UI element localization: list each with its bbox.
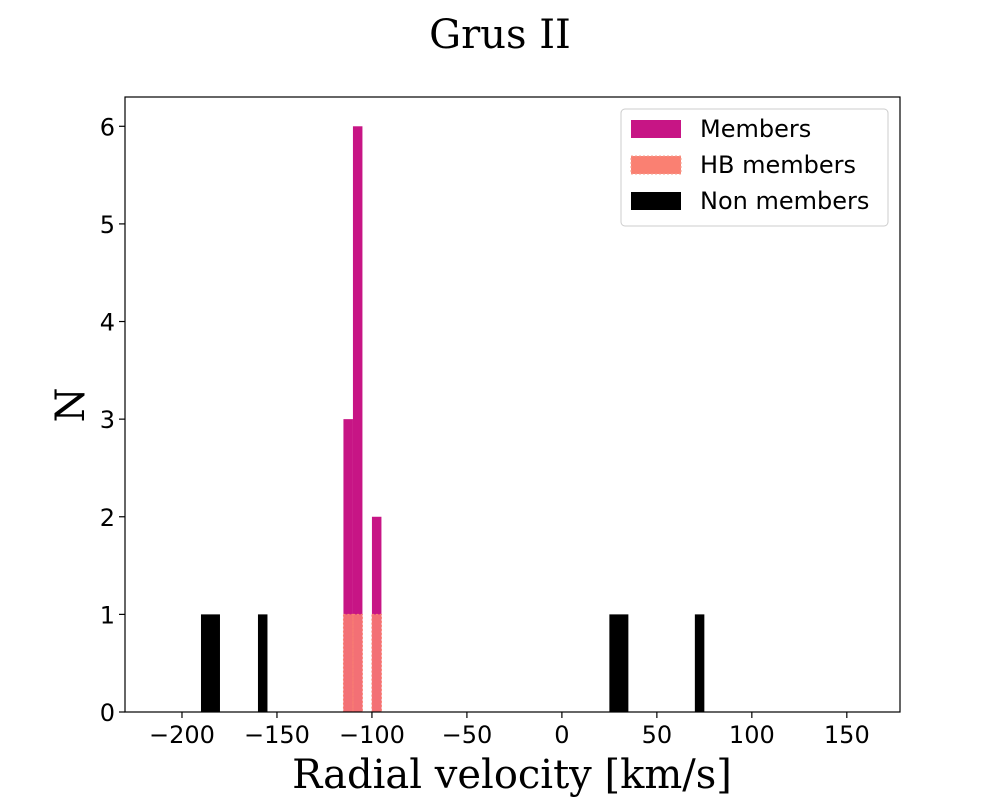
x-tick-label-1: −150 — [244, 721, 310, 749]
legend-label-hb-members: HB members — [700, 151, 856, 179]
bar-non-members-1 — [257, 614, 268, 712]
legend-swatch-non-members — [631, 192, 681, 210]
y-tick-label-0: 0 — [100, 699, 115, 727]
legend-label-members: Members — [700, 115, 811, 143]
x-tick-label-5: 50 — [642, 721, 673, 749]
legend: Members HB members Non members — [620, 108, 889, 227]
plot-frame — [124, 96, 901, 713]
legend-frame — [620, 108, 889, 227]
x-axis-label: Radial velocity [km/s] — [292, 752, 732, 798]
y-tick-label-1: 1 — [100, 601, 115, 629]
x-tick-label-0: −200 — [149, 721, 215, 749]
x-tick-label-2: −100 — [339, 721, 405, 749]
bars-layer — [200, 126, 705, 713]
legend-label-non-members: Non members — [700, 187, 869, 215]
bar-non-members-2 — [609, 614, 629, 712]
bar-members-0 — [343, 419, 353, 712]
bar-non-members-3 — [694, 614, 705, 712]
chart-title: Grus II — [429, 12, 571, 58]
bar-hb-members-2 — [371, 613, 382, 713]
y-tick-label-6: 6 — [100, 113, 115, 141]
x-tick-label-4: 0 — [554, 721, 569, 749]
y-tick-label-3: 3 — [100, 406, 115, 434]
y-tick-label-2: 2 — [100, 504, 115, 532]
legend-swatch-hb-members — [630, 155, 682, 175]
x-tick-label-7: 150 — [824, 721, 870, 749]
bar-hb-members-1 — [352, 613, 363, 713]
legend-swatch-members — [631, 120, 681, 138]
bar-members-1 — [352, 126, 363, 713]
bar-hb-members-0 — [342, 613, 354, 713]
y-axis-label: N — [48, 388, 94, 423]
x-axis-ticks: −200 −150 −100 −50 0 50 100 150 — [149, 712, 870, 749]
x-tick-label-6: 100 — [729, 721, 775, 749]
x-tick-label-3: −50 — [442, 721, 493, 749]
bar-non-members-0 — [200, 614, 220, 712]
y-tick-label-5: 5 — [100, 211, 115, 239]
y-axis-ticks: 0 1 2 3 4 5 6 — [100, 113, 125, 727]
y-tick-label-4: 4 — [100, 309, 115, 337]
